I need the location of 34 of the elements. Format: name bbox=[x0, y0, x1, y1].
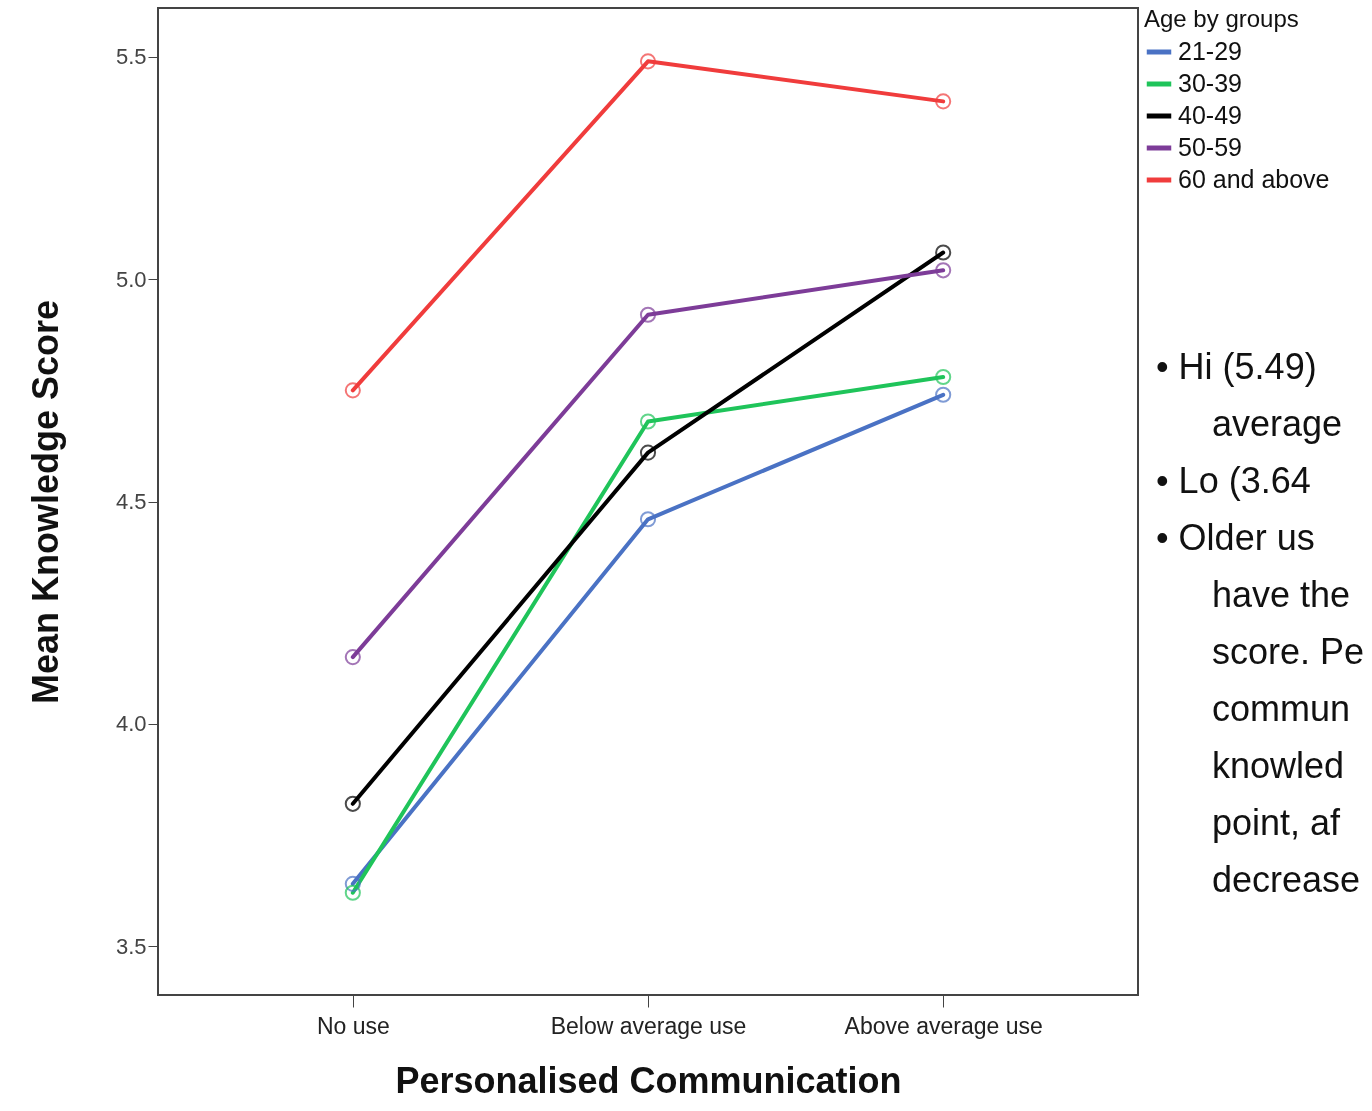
y-tick-label: 5.0 bbox=[115, 266, 147, 292]
y-tick-label: 3.5 bbox=[115, 933, 147, 959]
point bbox=[344, 875, 361, 892]
x-tick-label: Above average use bbox=[844, 1012, 1043, 1039]
point bbox=[639, 413, 657, 430]
point bbox=[935, 386, 952, 403]
point bbox=[344, 884, 361, 901]
point bbox=[935, 93, 952, 110]
text: • Older us have the score. Pe commun knowled point, af decrease bbox=[1155, 516, 1366, 902]
y-tick-label: 4.5 bbox=[115, 489, 147, 514]
point bbox=[344, 795, 361, 812]
text: • Lo (3.64 bbox=[1155, 459, 1312, 503]
legend-label: 60 and above bbox=[1178, 165, 1330, 193]
x-tick-label: Below average use bbox=[550, 1012, 747, 1039]
x-tick-label: No use bbox=[316, 1012, 390, 1039]
point bbox=[639, 53, 657, 70]
point bbox=[935, 368, 952, 386]
point bbox=[639, 306, 657, 323]
y-tick-label: 4.0 bbox=[115, 711, 147, 737]
y-axis-title: Mean Knowledge Score bbox=[24, 299, 66, 705]
legend-title: Age by groups bbox=[1144, 5, 1299, 32]
point bbox=[344, 382, 361, 399]
point bbox=[935, 244, 952, 261]
legend-label: 50-59 bbox=[1178, 133, 1242, 161]
legend-label: 30-39 bbox=[1178, 69, 1242, 97]
point bbox=[639, 444, 657, 461]
legend-label: 21-29 bbox=[1178, 37, 1242, 65]
text: • Hi (5.49) average bbox=[1155, 345, 1344, 446]
point bbox=[639, 511, 657, 528]
x-axis-title: Personalised Communication bbox=[395, 1059, 902, 1101]
y-tick-label: 5.5 bbox=[115, 44, 147, 70]
point bbox=[344, 649, 361, 666]
point bbox=[935, 262, 952, 279]
legend-label: 40-49 bbox=[1178, 101, 1242, 129]
